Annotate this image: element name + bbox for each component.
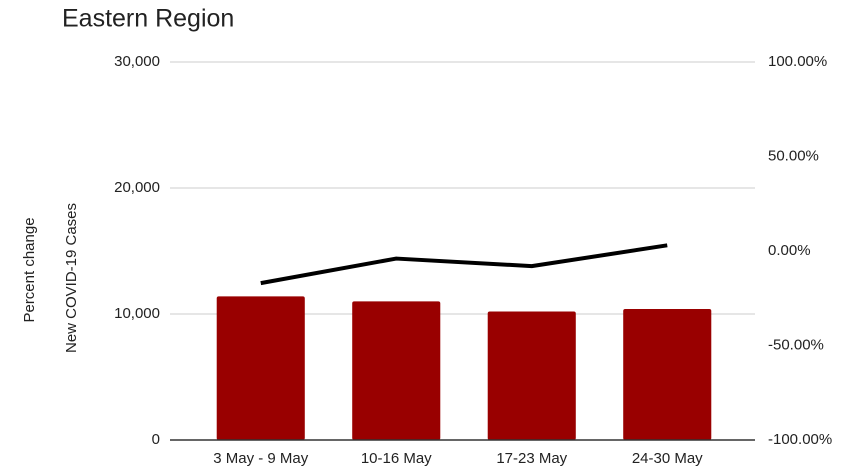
bar xyxy=(352,301,441,440)
y-axis-label: New COVID-19 Cases xyxy=(63,203,80,353)
line xyxy=(260,243,668,286)
y-tick-label: 20,000 xyxy=(114,179,160,196)
bar xyxy=(216,296,305,440)
y-tick-label: 30,000 xyxy=(114,53,160,70)
x-tick-label: 17-23 May xyxy=(496,450,567,467)
y2-tick-label: -100.00% xyxy=(768,431,832,448)
y2-tick-label: 50.00% xyxy=(768,147,819,164)
y2-tick-label: -50.00% xyxy=(768,336,824,353)
y2-tick-label: 0.00% xyxy=(768,242,811,259)
y-tick-label: 10,000 xyxy=(114,305,160,322)
y-tick-label: 0 xyxy=(152,431,160,448)
x-tick-label: 3 May - 9 May xyxy=(213,450,309,467)
y2-tick-label: 100.00% xyxy=(768,53,827,70)
x-tick-label: 24-30 May xyxy=(632,450,703,467)
chart-title: Eastern Region xyxy=(62,5,234,33)
bar xyxy=(623,308,712,440)
bar xyxy=(487,311,576,440)
y2-axis-label: Percent change xyxy=(21,217,38,322)
x-tick-label: 10-16 May xyxy=(361,450,432,467)
